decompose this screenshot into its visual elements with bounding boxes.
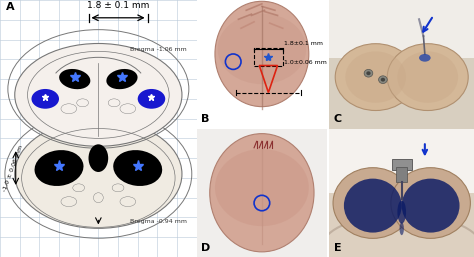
Ellipse shape: [335, 44, 416, 111]
Bar: [392, 159, 412, 170]
Bar: [329, 193, 474, 257]
Text: Bregma -1.06 mm: Bregma -1.06 mm: [130, 47, 187, 52]
Ellipse shape: [333, 168, 412, 238]
Ellipse shape: [400, 222, 404, 235]
Bar: [396, 167, 408, 182]
Text: 1.8 ± 0.1 mm: 1.8 ± 0.1 mm: [87, 1, 149, 10]
Ellipse shape: [137, 89, 165, 109]
Ellipse shape: [89, 144, 108, 172]
Circle shape: [364, 69, 373, 77]
Ellipse shape: [346, 51, 406, 103]
Circle shape: [379, 76, 387, 84]
Text: E: E: [334, 243, 341, 253]
Bar: [329, 128, 474, 193]
Ellipse shape: [15, 43, 182, 146]
Ellipse shape: [419, 54, 430, 62]
Ellipse shape: [387, 44, 468, 111]
Ellipse shape: [397, 51, 458, 103]
Ellipse shape: [35, 150, 83, 186]
Ellipse shape: [59, 69, 91, 89]
Ellipse shape: [218, 13, 306, 84]
Ellipse shape: [113, 150, 162, 186]
Ellipse shape: [31, 89, 59, 109]
Ellipse shape: [215, 1, 309, 107]
Ellipse shape: [397, 200, 406, 224]
Text: 1.0±0.06 mm: 1.0±0.06 mm: [284, 60, 327, 65]
Ellipse shape: [106, 69, 137, 89]
Circle shape: [381, 78, 385, 82]
Bar: [254, 48, 283, 66]
Text: D: D: [201, 243, 210, 253]
Ellipse shape: [15, 120, 182, 228]
Ellipse shape: [344, 179, 401, 233]
Text: Bregma -0.94 mm: Bregma -0.94 mm: [130, 219, 187, 224]
Text: 1.8±0.1 mm: 1.8±0.1 mm: [284, 41, 323, 46]
Ellipse shape: [401, 179, 459, 233]
Circle shape: [366, 71, 371, 75]
Bar: [329, 58, 474, 128]
Bar: [329, 0, 474, 58]
Text: A: A: [6, 2, 15, 12]
Ellipse shape: [391, 168, 470, 238]
Ellipse shape: [215, 149, 309, 226]
Ellipse shape: [210, 134, 314, 252]
Text: B: B: [201, 114, 209, 124]
Text: C: C: [334, 114, 342, 124]
Text: -1.0 ± 0.06 mm: -1.0 ± 0.06 mm: [2, 144, 24, 192]
